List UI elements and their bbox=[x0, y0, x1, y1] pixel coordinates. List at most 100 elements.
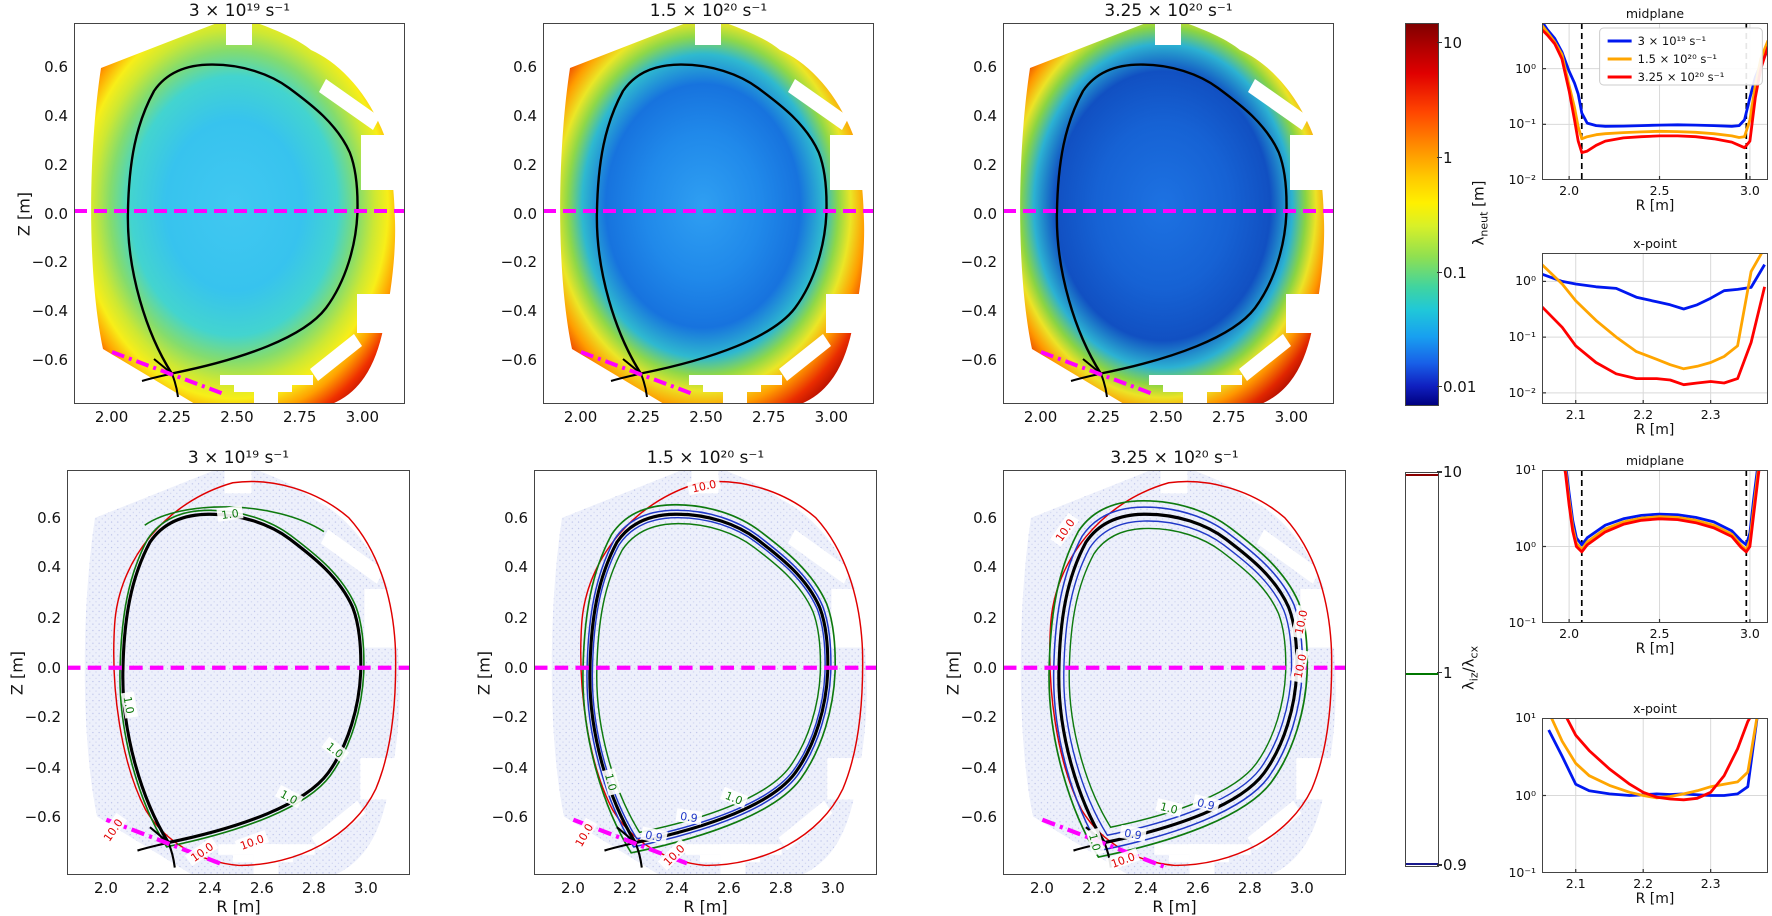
x-tick-label: 2.25 bbox=[157, 408, 191, 426]
y-tick-label: −0.2 bbox=[491, 708, 528, 727]
panel-title: 3 × 10¹⁹ s⁻¹ bbox=[188, 1, 291, 21]
y-tick-label: 0.2 bbox=[44, 155, 68, 174]
x-tick-label: 2.6 bbox=[1185, 879, 1210, 897]
x-tick-label: 2.25 bbox=[1086, 408, 1120, 426]
contour-value-label: 1.0 bbox=[1155, 798, 1184, 817]
colorbar-tick-mark bbox=[1437, 156, 1442, 159]
y-tick-label: −0.2 bbox=[31, 253, 68, 272]
series-1.510s bbox=[1542, 253, 1764, 371]
y-tick-label: −0.6 bbox=[24, 808, 61, 827]
plot-title: midplane bbox=[1625, 6, 1685, 21]
contour-value-label: 1.0 bbox=[719, 786, 749, 809]
y-tick-label: 0.2 bbox=[973, 155, 997, 174]
colorbar-tick-label: 1 bbox=[1443, 148, 1453, 167]
x-tick-label: 3.0 bbox=[353, 879, 378, 897]
svg-text:10.0: 10.0 bbox=[1292, 653, 1310, 680]
series-3.2510s bbox=[1565, 718, 1752, 802]
y-tick-label: 10⁻² bbox=[1508, 172, 1536, 187]
y-tick-label: 0.6 bbox=[973, 508, 997, 527]
contour-value-label: 0.9 bbox=[675, 808, 703, 825]
y-tick-label: 10⁰ bbox=[1515, 787, 1536, 803]
y-tick-label: 10⁻¹ bbox=[1508, 116, 1536, 132]
y-tick-label: −0.6 bbox=[500, 351, 537, 370]
x-tick-label: 2.0 bbox=[1559, 626, 1580, 641]
y-tick-label: −0.4 bbox=[31, 302, 68, 321]
y-tick-label: 0.6 bbox=[504, 508, 528, 527]
x-tick-label: 2.6 bbox=[716, 879, 741, 897]
series-3.2510s bbox=[1542, 286, 1766, 387]
x-tick-label: 2.5 bbox=[1649, 626, 1670, 641]
ratio-contour-panel-1: 10.010.0 10.01.01.01.01.0 bbox=[67, 470, 410, 875]
svg-text:0.9: 0.9 bbox=[1123, 827, 1142, 843]
x-tick-label: 2.00 bbox=[1023, 408, 1058, 426]
panel-title: 3.25 × 10²⁰ s⁻¹ bbox=[1104, 1, 1233, 21]
colorbar-lambda-ratio bbox=[1405, 472, 1439, 867]
y-tick-label: 0.4 bbox=[44, 106, 68, 125]
legend-entry-label: 1.5 × 10²⁰ s⁻¹ bbox=[1638, 52, 1717, 66]
y-tick-label: −0.6 bbox=[491, 808, 528, 827]
y-tick-label: 10⁰ bbox=[1515, 273, 1536, 289]
contour-value-label: 10.0 bbox=[1289, 648, 1310, 683]
x-tick-label: 2.4 bbox=[664, 879, 689, 897]
contour-value-label: 10.0 bbox=[686, 475, 721, 496]
line-plot-ratio-midplane bbox=[1542, 470, 1768, 623]
contour-value-label: 1.0 bbox=[601, 767, 622, 796]
x-tick-label: 2.4 bbox=[197, 879, 222, 897]
y-tick-label: 0.2 bbox=[973, 608, 997, 627]
svg-text:0.9: 0.9 bbox=[679, 810, 698, 825]
y-tick-label: 10⁻¹ bbox=[1508, 329, 1536, 345]
svg-text:10.0: 10.0 bbox=[691, 478, 718, 496]
y-tick-label: −0.4 bbox=[500, 302, 537, 321]
x-tick-label: 2.00 bbox=[563, 408, 598, 426]
y-tick-label: 10¹ bbox=[1515, 710, 1536, 725]
x-tick-label: 2.50 bbox=[1149, 408, 1183, 426]
x-axis-label: R [m] bbox=[1635, 641, 1675, 657]
legend-entry-label: 3.25 × 10²⁰ s⁻¹ bbox=[1638, 70, 1725, 84]
svg-text:1.0: 1.0 bbox=[121, 695, 137, 714]
series-310s bbox=[1542, 23, 1768, 128]
colorbar-tick-label: 10 bbox=[1443, 463, 1463, 481]
y-tick-label: 0.0 bbox=[513, 204, 537, 223]
x-axis-label: R [m] bbox=[216, 897, 261, 916]
y-tick-label: 0.6 bbox=[37, 508, 61, 527]
y-tick-label: 0.0 bbox=[504, 658, 528, 677]
contour-value-label: 10.0 bbox=[569, 817, 598, 852]
x-tick-label: 3.00 bbox=[1274, 408, 1309, 426]
series-310s bbox=[1547, 718, 1759, 797]
colorbar-tick-mark bbox=[1437, 271, 1442, 274]
x-tick-label: 2.0 bbox=[561, 879, 585, 897]
contour-value-label: 1.0 bbox=[216, 505, 244, 522]
x-tick-label: 2.50 bbox=[689, 408, 723, 426]
colorbar-label: λneut [m] bbox=[1469, 180, 1491, 246]
colorbar-tick-label: 10 bbox=[1443, 33, 1463, 52]
x-axis-label: R [m] bbox=[1635, 198, 1675, 214]
x-tick-label: 2.2 bbox=[146, 879, 170, 897]
xpoint-cut-line bbox=[105, 817, 224, 867]
xpoint-cut-line bbox=[111, 350, 225, 396]
y-tick-label: 10⁻² bbox=[1508, 384, 1536, 400]
panel-title: 3 × 10¹⁹ s⁻¹ bbox=[187, 448, 290, 468]
y-tick-label: 0.4 bbox=[973, 558, 997, 577]
y-tick-label: 0.2 bbox=[504, 608, 528, 627]
x-tick-label: 2.2 bbox=[1633, 876, 1654, 891]
y-tick-label: −0.4 bbox=[960, 302, 997, 321]
x-tick-label: 3.0 bbox=[1289, 879, 1314, 897]
x-tick-label: 2.1 bbox=[1565, 407, 1586, 422]
colorbar-tick-label: 0.9 bbox=[1443, 856, 1467, 874]
y-tick-label: 10⁰ bbox=[1515, 538, 1536, 554]
x-axis-label: R [m] bbox=[683, 897, 728, 916]
colorbar-level-line bbox=[1406, 473, 1438, 476]
x-axis-label: R [m] bbox=[1635, 891, 1675, 907]
y-tick-label: 10⁻¹ bbox=[1508, 615, 1536, 630]
xpoint-cut-line bbox=[1041, 817, 1165, 869]
y-tick-label: −0.4 bbox=[960, 758, 997, 777]
svg-text:1.0: 1.0 bbox=[1159, 800, 1179, 817]
contour-value-label: 0.9 bbox=[640, 826, 668, 845]
x-tick-label: 2.50 bbox=[220, 408, 254, 426]
svg-text:1.0: 1.0 bbox=[1086, 832, 1103, 852]
x-tick-label: 2.5 bbox=[1649, 183, 1670, 198]
x-tick-label: 2.75 bbox=[751, 408, 786, 426]
x-tick-label: 2.4 bbox=[1133, 879, 1158, 897]
neut-heatmap-panel-3 bbox=[1003, 23, 1334, 404]
